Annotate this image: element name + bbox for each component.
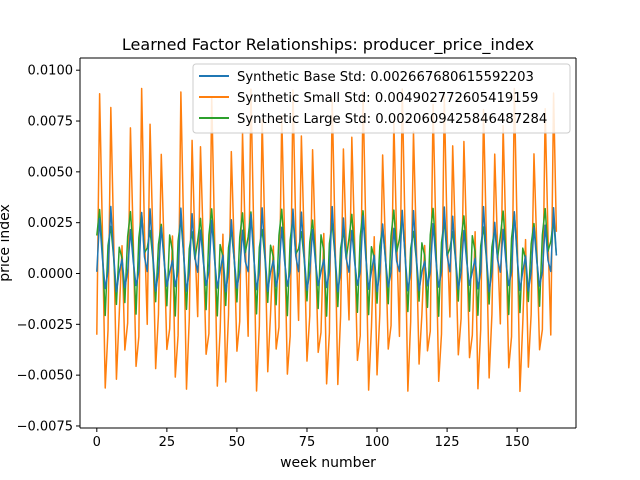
y-tick-label: 0.0025: [28, 216, 74, 231]
series-layer: [96, 87, 558, 393]
legend-box: [192, 63, 571, 134]
y-tick-label: −0.0050: [17, 369, 73, 384]
x-tick-label: 25: [159, 435, 176, 450]
legend: Synthetic Base Std: 0.002667680615592203…: [192, 63, 571, 134]
x-tick-label: 50: [229, 435, 246, 450]
y-tick-label: 0.0075: [28, 115, 74, 130]
chart-title: Learned Factor Relationships: producer_p…: [122, 35, 534, 55]
y-axis-label: price index: [0, 204, 13, 282]
x-tick-label: 150: [505, 435, 530, 450]
x-axis-ticks: 0 25 50 75 100 125 150: [93, 428, 530, 450]
x-tick-label: 0: [93, 435, 101, 450]
y-tick-label: −0.0025: [17, 318, 73, 333]
axes-frame: [79, 57, 577, 429]
x-tick-label: 75: [299, 435, 316, 450]
x-tick-label: 125: [435, 435, 460, 450]
y-tick-label: 0.0100: [28, 64, 74, 79]
legend-label: Synthetic Small Std: 0.00490277260541915…: [237, 91, 538, 106]
x-axis-label: week number: [280, 455, 376, 471]
series-line-1: [96, 205, 558, 293]
y-axis-ticks: −0.0075 −0.0050 −0.0025 0.0000 0.0025 0.0050 0…: [17, 64, 80, 434]
y-tick-label: −0.0075: [17, 419, 73, 434]
x-tick-label: 100: [365, 435, 390, 450]
legend-label: Synthetic Base Std: 0.002667680615592203: [237, 70, 534, 85]
legend-label: Synthetic Large Std: 0.00206094258464872…: [237, 112, 547, 127]
y-tick-label: 0.0000: [28, 267, 74, 282]
legend-entries: Synthetic Base Std: 0.002667680615592203…: [199, 70, 547, 127]
y-tick-label: 0.0050: [28, 165, 74, 180]
